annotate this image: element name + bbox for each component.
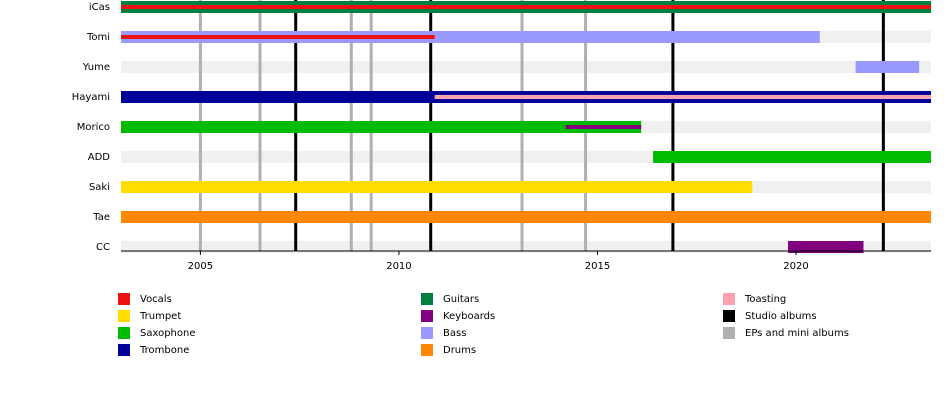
row-background <box>121 61 931 73</box>
row-background <box>121 241 931 253</box>
legend-label: Studio albums <box>745 311 817 322</box>
legend-swatch <box>118 310 130 322</box>
x-tick-label: 2015 <box>585 261 610 272</box>
legend-label: Keyboards <box>443 311 495 322</box>
legend-label: Drums <box>443 345 476 356</box>
legend-swatch <box>118 344 130 356</box>
bar <box>121 211 931 223</box>
bar <box>855 61 920 73</box>
x-tick-label: 2020 <box>783 261 808 272</box>
legend-label: Toasting <box>744 294 786 305</box>
legend-label: Bass <box>443 328 466 339</box>
row-label: iCas <box>89 2 110 13</box>
legend-label: Trombone <box>139 345 189 356</box>
legend-swatch <box>421 327 433 339</box>
legend-swatch <box>723 310 735 322</box>
row-label: ADD <box>88 152 111 163</box>
legend-label: Guitars <box>443 294 479 305</box>
legend-swatch <box>723 327 735 339</box>
bar <box>121 31 820 43</box>
legend-swatch <box>118 327 130 339</box>
x-tick-label: 2010 <box>386 261 411 272</box>
legend-swatch <box>723 293 735 305</box>
legend-label: Saxophone <box>140 328 196 339</box>
legend-swatch <box>421 293 433 305</box>
row-label: Morico <box>77 122 110 133</box>
bar <box>434 95 931 99</box>
legend-swatch <box>118 293 130 305</box>
row-label: Hayami <box>72 92 110 103</box>
bar <box>121 181 753 193</box>
row-label: Saki <box>89 182 110 193</box>
legend-swatch <box>421 344 433 356</box>
bar <box>121 121 642 133</box>
bar <box>653 151 931 163</box>
legend-label: EPs and mini albums <box>745 328 849 339</box>
legend-swatch <box>421 310 433 322</box>
bar <box>121 35 435 39</box>
bar <box>565 125 642 129</box>
row-label: CC <box>96 242 110 253</box>
legend-label: Vocals <box>140 294 172 305</box>
row-label: Yume <box>82 62 110 73</box>
bar <box>121 5 931 9</box>
bar <box>788 241 864 253</box>
legend-label: Trumpet <box>139 311 181 322</box>
row-label: Tae <box>92 212 110 223</box>
row-label: Tomi <box>86 32 110 43</box>
x-tick-label: 2005 <box>188 261 213 272</box>
